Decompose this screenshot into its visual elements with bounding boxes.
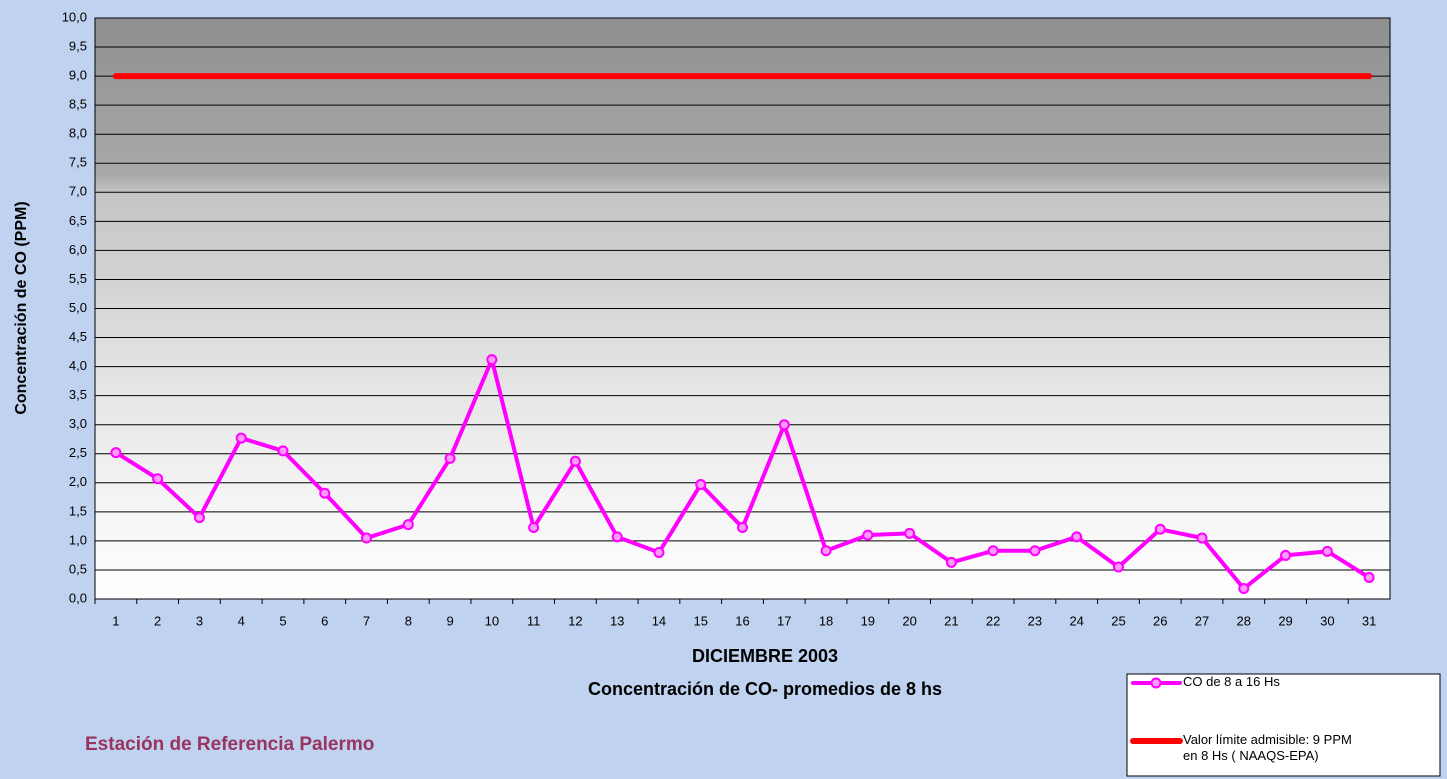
x-tick-label: 2 — [154, 613, 161, 628]
y-tick-label: 1,0 — [69, 532, 87, 547]
data-point — [1114, 563, 1123, 572]
data-point — [1030, 546, 1039, 555]
x-tick-label: 16 — [735, 613, 749, 628]
y-tick-label: 0,5 — [69, 561, 87, 576]
data-point — [1323, 547, 1332, 556]
legend-marker — [1152, 679, 1161, 688]
data-point — [1281, 551, 1290, 560]
data-point — [905, 529, 914, 538]
x-tick-label: 18 — [819, 613, 833, 628]
footer: Estación de Referencia Palermo — [85, 734, 374, 755]
data-point — [780, 420, 789, 429]
data-point — [989, 546, 998, 555]
x-tick-label: 17 — [777, 613, 791, 628]
data-point — [446, 454, 455, 463]
data-point — [1365, 573, 1374, 582]
chart: Concentración de CO (PPM) DICIEMBRE 2003… — [0, 0, 1447, 779]
x-tick-label: 23 — [1028, 613, 1042, 628]
x-tick-label: 6 — [321, 613, 328, 628]
legend-label: Valor límite admisible: 9 PPM en 8 Hs ( … — [1183, 732, 1438, 764]
data-point — [1072, 532, 1081, 541]
y-tick-label: 3,0 — [69, 416, 87, 431]
y-tick-label: 2,5 — [69, 445, 87, 460]
y-tick-label: 6,5 — [69, 213, 87, 228]
x-tick-label: 5 — [279, 613, 286, 628]
x-tick-label: 7 — [363, 613, 370, 628]
x-tick-label: 31 — [1362, 613, 1376, 628]
data-point — [696, 480, 705, 489]
data-point — [863, 531, 872, 540]
y-tick-label: 0,0 — [69, 590, 87, 605]
data-point — [237, 434, 246, 443]
x-tick-label: 27 — [1195, 613, 1209, 628]
data-point — [529, 523, 538, 532]
data-point — [654, 548, 663, 557]
x-tick-label: 29 — [1278, 613, 1292, 628]
subtitle: Concentración de CO- promedios de 8 hs — [588, 679, 942, 699]
y-tick-label: 7,0 — [69, 184, 87, 199]
x-axis-label: DICIEMBRE 2003 — [692, 646, 838, 666]
data-point — [1239, 584, 1248, 593]
data-point — [153, 474, 162, 483]
y-tick-label: 2,0 — [69, 474, 87, 489]
y-axis-label: Concentración de CO (PPM) — [13, 201, 30, 414]
data-point — [571, 457, 580, 466]
data-point — [822, 546, 831, 555]
data-point — [362, 533, 371, 542]
y-tick-label: 5,5 — [69, 271, 87, 286]
x-tick-label: 10 — [485, 613, 499, 628]
y-tick-label: 4,0 — [69, 358, 87, 373]
y-tick-label: 8,0 — [69, 126, 87, 141]
data-point — [278, 446, 287, 455]
data-point — [404, 520, 413, 529]
x-tick-label: 24 — [1069, 613, 1083, 628]
y-tick-label: 7,5 — [69, 155, 87, 170]
x-tick-label: 12 — [568, 613, 582, 628]
x-tick-label: 3 — [196, 613, 203, 628]
legend-label: CO de 8 a 16 Hs — [1183, 674, 1438, 690]
x-tick-label: 25 — [1111, 613, 1125, 628]
y-tick-label: 9,0 — [69, 68, 87, 83]
data-point — [487, 355, 496, 364]
y-tick-label: 9,5 — [69, 38, 87, 53]
y-tick-label: 6,0 — [69, 242, 87, 257]
y-tick-label: 5,0 — [69, 300, 87, 315]
x-tick-label: 20 — [902, 613, 916, 628]
x-tick-label: 14 — [652, 613, 666, 628]
legend-entry: CO de 8 a 16 Hs — [1183, 674, 1438, 714]
data-point — [1198, 533, 1207, 542]
x-tick-label: 15 — [693, 613, 707, 628]
x-tick-label: 21 — [944, 613, 958, 628]
y-tick-label: 8,5 — [69, 97, 87, 112]
x-tick-label: 4 — [238, 613, 245, 628]
x-tick-label: 9 — [446, 613, 453, 628]
data-point — [738, 523, 747, 532]
x-tick-label: 19 — [861, 613, 875, 628]
x-tick-label: 22 — [986, 613, 1000, 628]
x-tick-label: 8 — [405, 613, 412, 628]
legend-entry: Valor límite admisible: 9 PPM en 8 Hs ( … — [1183, 732, 1438, 772]
data-point — [947, 558, 956, 567]
y-tick-label: 10,0 — [62, 9, 87, 24]
x-tick-label: 11 — [527, 613, 541, 628]
x-tick-label: 28 — [1237, 613, 1251, 628]
data-point — [1156, 525, 1165, 534]
data-point — [613, 532, 622, 541]
x-tick-label: 30 — [1320, 613, 1334, 628]
x-tick-label: 13 — [610, 613, 624, 628]
data-point — [320, 489, 329, 498]
x-tick-label: 1 — [112, 613, 119, 628]
data-point — [111, 448, 120, 457]
y-tick-label: 1,5 — [69, 503, 87, 518]
y-tick-label: 4,5 — [69, 329, 87, 344]
data-point — [195, 513, 204, 522]
y-tick-label: 3,5 — [69, 387, 87, 402]
x-tick-label: 26 — [1153, 613, 1167, 628]
